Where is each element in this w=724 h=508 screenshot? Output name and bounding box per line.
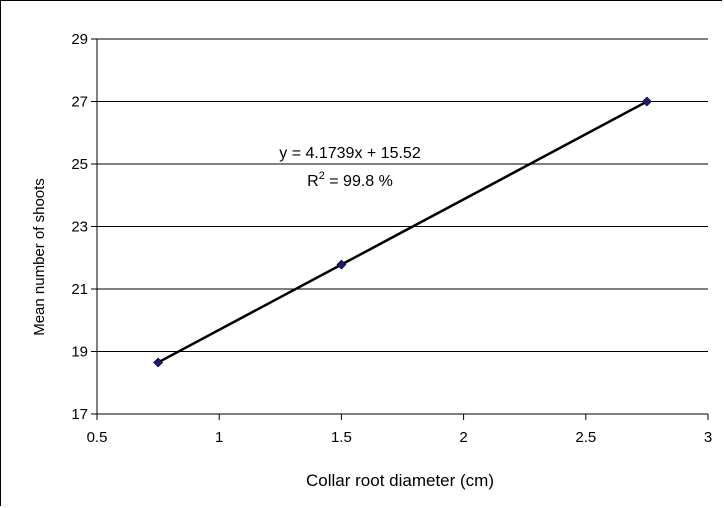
data-point: [336, 259, 347, 270]
x-tick-label: 2.5: [575, 429, 596, 446]
trendline: [157, 100, 648, 364]
r-squared-superscript: 2: [319, 170, 325, 182]
trendline-line: [157, 100, 648, 364]
data-point: [641, 96, 652, 107]
x-tick-label: 2: [459, 429, 467, 446]
y-tick-label: 29: [71, 31, 88, 48]
r-squared-label: R2 = 99.8 %: [307, 170, 393, 190]
r-squared-suffix: = 99.8 %: [325, 173, 393, 190]
x-tick-label: 0.5: [87, 429, 108, 446]
x-tick-label: 1: [215, 429, 223, 446]
y-tick-label: 19: [71, 344, 88, 361]
y-axis-label: Mean number of shoots: [31, 178, 48, 336]
y-tick-label: 17: [71, 406, 88, 423]
y-tick-label: 21: [71, 281, 88, 298]
r-squared-prefix: R: [307, 173, 319, 190]
data-point: [153, 357, 164, 368]
y-tick-label: 23: [71, 219, 88, 236]
data-points: [153, 96, 652, 368]
y-tick-labels: 17 19 21 23 25 27 29: [71, 31, 88, 423]
trendline-equation: y = 4.1739x + 15.52: [279, 145, 421, 162]
axes: [91, 38, 709, 420]
x-axis-label: Collar root diameter (cm): [306, 471, 494, 490]
x-tick-labels: 0.5 1 1.5 2 2.5 3: [87, 429, 713, 446]
x-tick-label: 3: [704, 429, 712, 446]
gridlines: [97, 38, 708, 352]
x-tick-label: 1.5: [331, 429, 352, 446]
y-tick-label: 27: [71, 94, 88, 111]
y-tick-label: 25: [71, 156, 88, 173]
